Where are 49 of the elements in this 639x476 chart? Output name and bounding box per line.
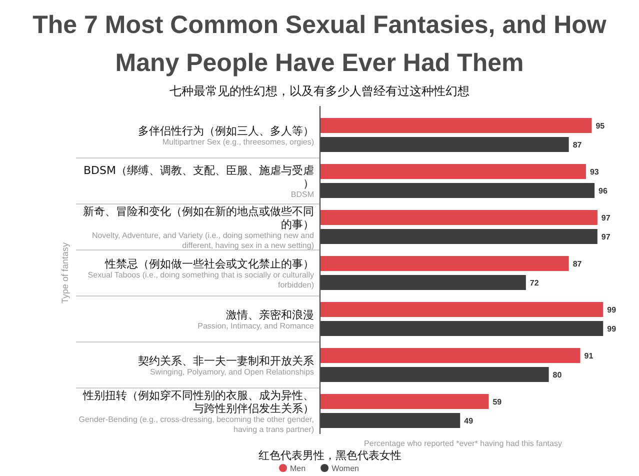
y-tick-label: Multipartner Sex (e.g., threesomes, orgies) <box>162 138 314 146</box>
bar <box>320 118 592 133</box>
data-label: 93 <box>590 168 600 176</box>
bar <box>320 210 598 225</box>
bar <box>320 183 595 198</box>
data-label: 59 <box>492 398 502 406</box>
data-label: 87 <box>572 140 582 150</box>
text: 红色代表男性，黑色代表女性 <box>258 449 402 462</box>
bar <box>320 229 598 244</box>
text: 性禁忌（例如做一些社会或文化禁止的事） <box>105 258 314 270</box>
bar <box>320 256 569 271</box>
data-label: 96 <box>598 186 608 196</box>
text: 新奇、冒险和变化（例如在新的地点或做些不同的事） <box>83 205 314 231</box>
data-label: 87 <box>572 260 582 268</box>
legend-label: Women <box>332 464 359 473</box>
data-label: 99 <box>607 324 617 334</box>
bar <box>320 164 586 179</box>
y-tick-label: Passion, Intimacy, and Romance <box>198 322 315 330</box>
bar <box>320 367 549 382</box>
data-label: 97 <box>601 232 611 242</box>
x-axis-title: Percentage who reported *ever* having had this fantasy <box>364 439 562 448</box>
data-label: 91 <box>584 352 594 360</box>
text: 激情、亲密和浪漫 <box>226 308 314 322</box>
data-label: 80 <box>552 370 562 380</box>
text: 性别扭转（例如穿不同性别的衣服、成为异性、与跨性别伴侣发生关系） <box>83 389 314 415</box>
data-label: 72 <box>530 278 540 288</box>
legend-label: Men <box>290 464 306 473</box>
text: BDSM（绑缚、调教、支配、臣服、施虐与受虐） <box>84 164 314 190</box>
bar <box>320 394 489 409</box>
data-label: 49 <box>464 416 474 426</box>
data-label: 95 <box>596 122 606 130</box>
chart-title: The 7 Most Common Sexual Fantasies, and How Many People Have Ever Had Them <box>32 11 607 77</box>
data-label: 97 <box>601 214 611 222</box>
bar <box>320 137 569 152</box>
text: 多伴侣性行为（例如三人、多人等） <box>138 124 314 138</box>
y-tick-label: Gender-Bending (e.g., cross-dressing, becoming the other gender, having a trans partner) <box>78 415 314 434</box>
data-label: 99 <box>607 306 617 314</box>
bar <box>320 275 526 290</box>
y-tick-label: Sexual Taboos (i.e., doing something that is socially or culturally forbidden) <box>88 270 314 290</box>
y-axis-title: Type of fantasy <box>60 242 70 304</box>
y-tick-label: Swinging, Polyamory, and Open Relationships <box>150 368 314 376</box>
bar <box>320 413 460 428</box>
y-tick-label: Novelty, Adventure, and Variety (i.e., doing something new and different, having sex in a new setting) <box>92 231 314 250</box>
text: 契约关系、非一夫一妻制和开放关系 <box>138 354 314 368</box>
y-tick-label: BDSM <box>290 190 314 199</box>
bar <box>320 302 604 317</box>
bar <box>320 348 580 363</box>
bar <box>320 321 604 336</box>
chart-subtitle: 七种最常见的性幻想，以及有多少人曾经有过这种性幻想 <box>170 84 470 98</box>
